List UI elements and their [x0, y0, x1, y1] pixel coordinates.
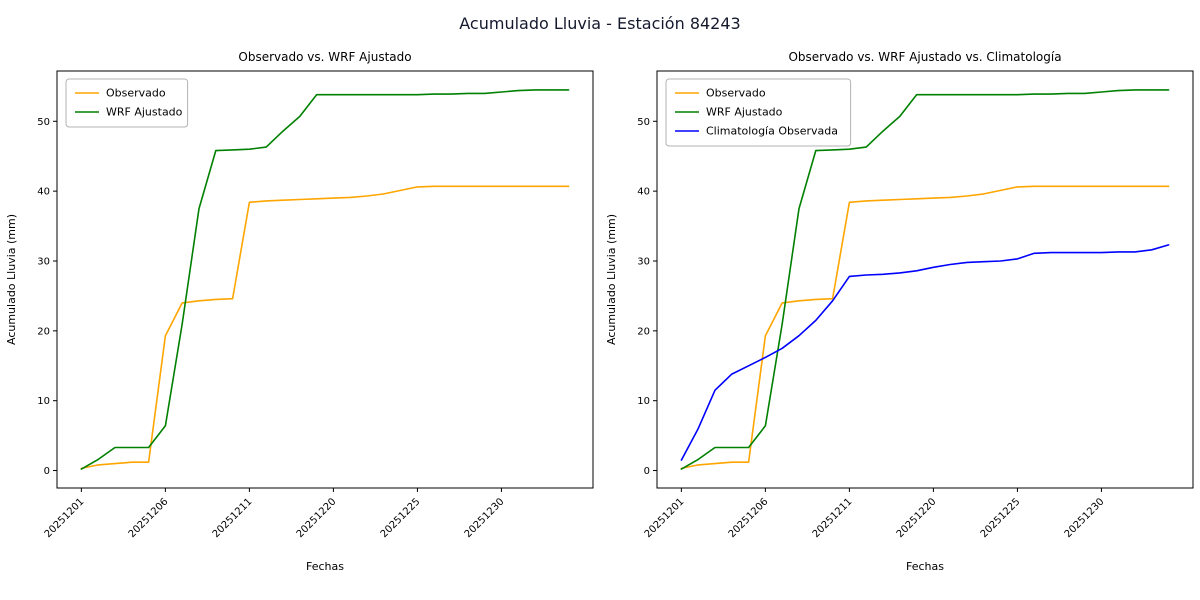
- y-tick-label: 0: [44, 466, 50, 477]
- x-tick-label: 20251225: [379, 496, 423, 540]
- legend-label-climatolog-a-observada: Climatología Observada: [706, 125, 838, 138]
- chart-title: Observado vs. WRF Ajustado vs. Climatolo…: [788, 50, 1061, 64]
- chart-observado-vs-wrf: Observado vs. WRF Ajustado 0 10 20 30 40 50 202…: [5, 50, 594, 573]
- legend-label-observado: Observado: [106, 87, 166, 100]
- y-tick-label: 10: [37, 396, 50, 407]
- x-tick-label: 20251201: [43, 496, 87, 540]
- x-tick-label: 20251211: [811, 496, 855, 540]
- charts-row: Observado vs. WRF Ajustado 0 10 20 30 40 50 202…: [0, 44, 1200, 600]
- y-axis-label: Acumulado Lluvia (mm): [5, 214, 18, 345]
- x-tick-label: 20251220: [295, 496, 339, 540]
- legend-label-observado: Observado: [706, 87, 766, 100]
- series-line-observado: [80, 185, 570, 470]
- x-tick-label: 20251220: [895, 496, 939, 540]
- axes-frame: [56, 70, 594, 489]
- series-line-wrf-ajustado: [80, 89, 570, 470]
- x-tick-label: 20251206: [127, 496, 171, 540]
- x-tick-label: 20251206: [727, 496, 771, 540]
- y-tick-label: 20: [37, 326, 50, 337]
- legend-label-wrf-ajustado: WRF Ajustado: [106, 106, 183, 119]
- x-axis-label: Fechas: [306, 560, 344, 573]
- x-axis-label: Fechas: [906, 560, 944, 573]
- chart-observado-vs-wrf-vs-climatologia: Observado vs. WRF Ajustado vs. Climatolo…: [605, 50, 1194, 573]
- y-tick-label: 10: [637, 396, 650, 407]
- y-tick-label: 40: [637, 187, 650, 198]
- y-tick-label: 30: [637, 256, 650, 267]
- x-tick-label: 20251201: [643, 496, 687, 540]
- series-line-observado: [680, 185, 1170, 470]
- figure-title: Acumulado Lluvia - Estación 84243: [459, 14, 741, 33]
- series-line-wrf-ajustado: [680, 89, 1170, 470]
- legend-label-wrf-ajustado: WRF Ajustado: [706, 106, 783, 119]
- x-tick-label: 20251230: [463, 496, 507, 540]
- x-tick-label: 20251225: [979, 496, 1023, 540]
- legend-box: [665, 78, 852, 147]
- y-tick-label: 50: [637, 117, 650, 128]
- axes-frame: [656, 70, 1194, 489]
- y-tick-label: 40: [37, 187, 50, 198]
- series-line-climatolog-a-observada: [680, 244, 1170, 461]
- x-tick-label: 20251211: [211, 496, 255, 540]
- y-tick-label: 20: [637, 326, 650, 337]
- legend-box: [65, 78, 189, 128]
- y-axis-label: Acumulado Lluvia (mm): [605, 214, 618, 345]
- y-tick-label: 50: [37, 117, 50, 128]
- y-tick-label: 30: [37, 256, 50, 267]
- chart-title: Observado vs. WRF Ajustado: [238, 50, 411, 64]
- x-tick-label: 20251230: [1063, 496, 1107, 540]
- y-tick-label: 0: [644, 466, 650, 477]
